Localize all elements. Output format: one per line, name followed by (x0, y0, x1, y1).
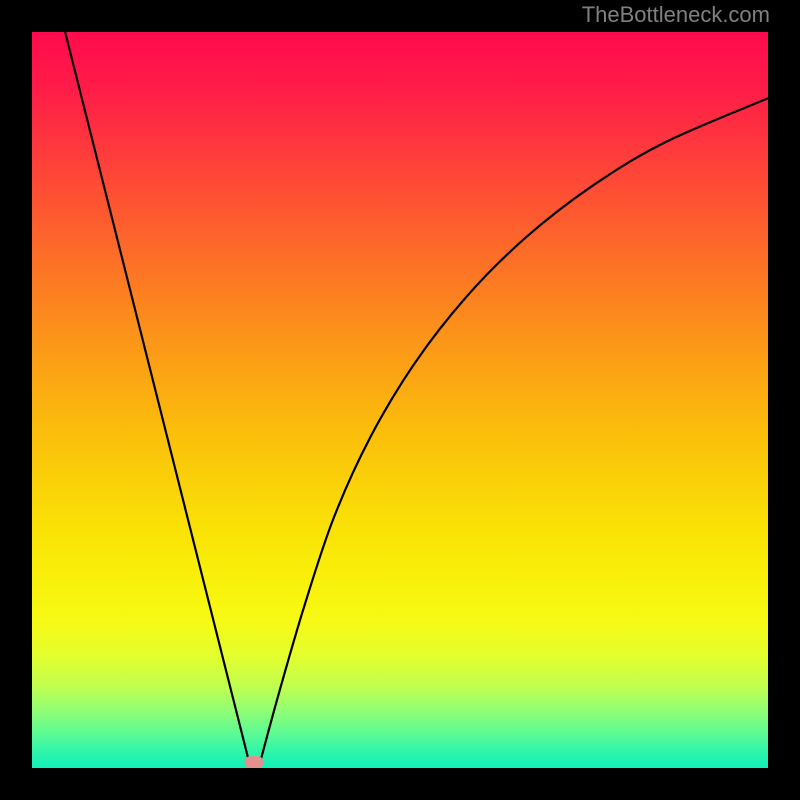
watermark-text: TheBottleneck.com (582, 2, 770, 28)
curve-layer (32, 32, 768, 768)
curve-left-branch (65, 32, 249, 762)
minimum-marker (245, 756, 264, 768)
plot-area (32, 32, 768, 768)
curve-right-branch (260, 98, 768, 762)
